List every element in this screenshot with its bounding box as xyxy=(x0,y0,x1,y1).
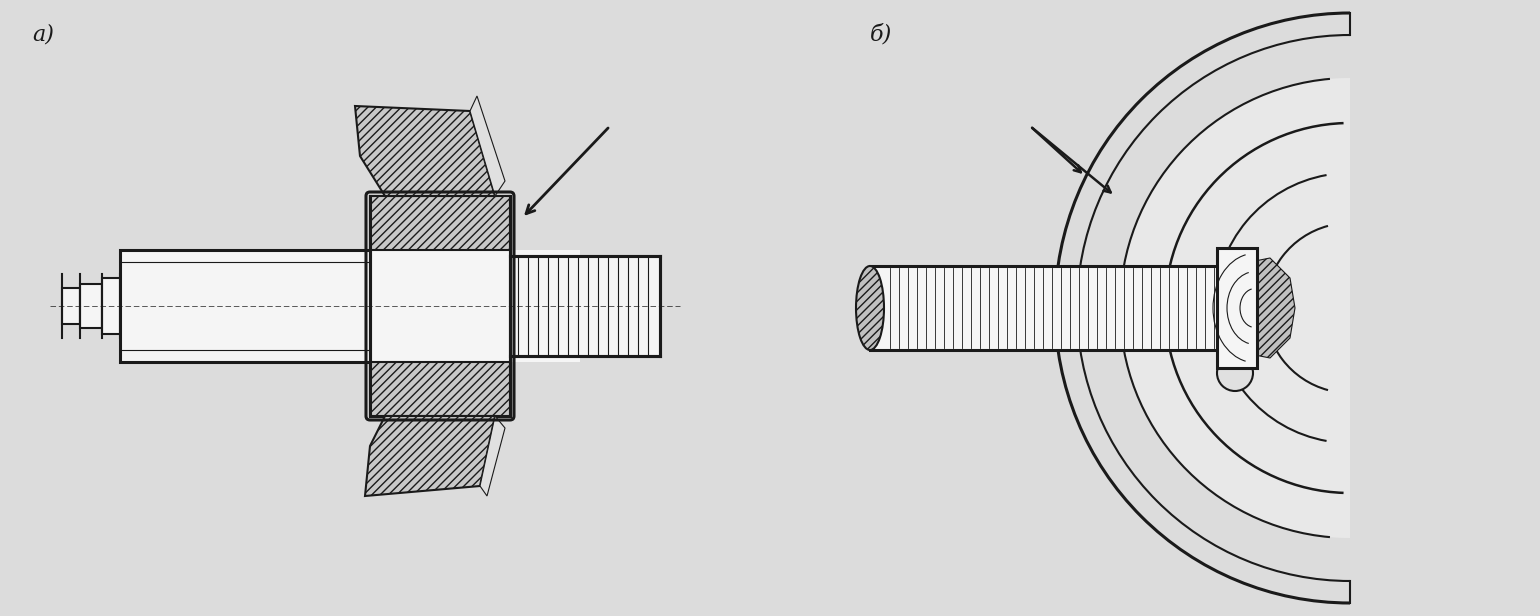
Polygon shape xyxy=(470,96,505,196)
Bar xyxy=(510,256,661,356)
Polygon shape xyxy=(480,416,505,496)
Polygon shape xyxy=(365,416,494,496)
Text: б): б) xyxy=(870,24,892,46)
Bar xyxy=(80,284,102,328)
Text: a): a) xyxy=(32,24,54,46)
Polygon shape xyxy=(356,106,494,196)
Circle shape xyxy=(1217,355,1254,391)
Bar xyxy=(62,288,80,324)
Bar xyxy=(370,196,510,416)
Bar xyxy=(102,278,120,334)
Polygon shape xyxy=(1230,258,1295,358)
Bar xyxy=(120,250,430,362)
Polygon shape xyxy=(370,362,510,416)
Polygon shape xyxy=(1120,78,1351,538)
Bar xyxy=(1217,248,1257,368)
Polygon shape xyxy=(370,196,510,250)
Bar xyxy=(870,266,1235,350)
Bar xyxy=(510,250,581,362)
Ellipse shape xyxy=(856,266,884,350)
